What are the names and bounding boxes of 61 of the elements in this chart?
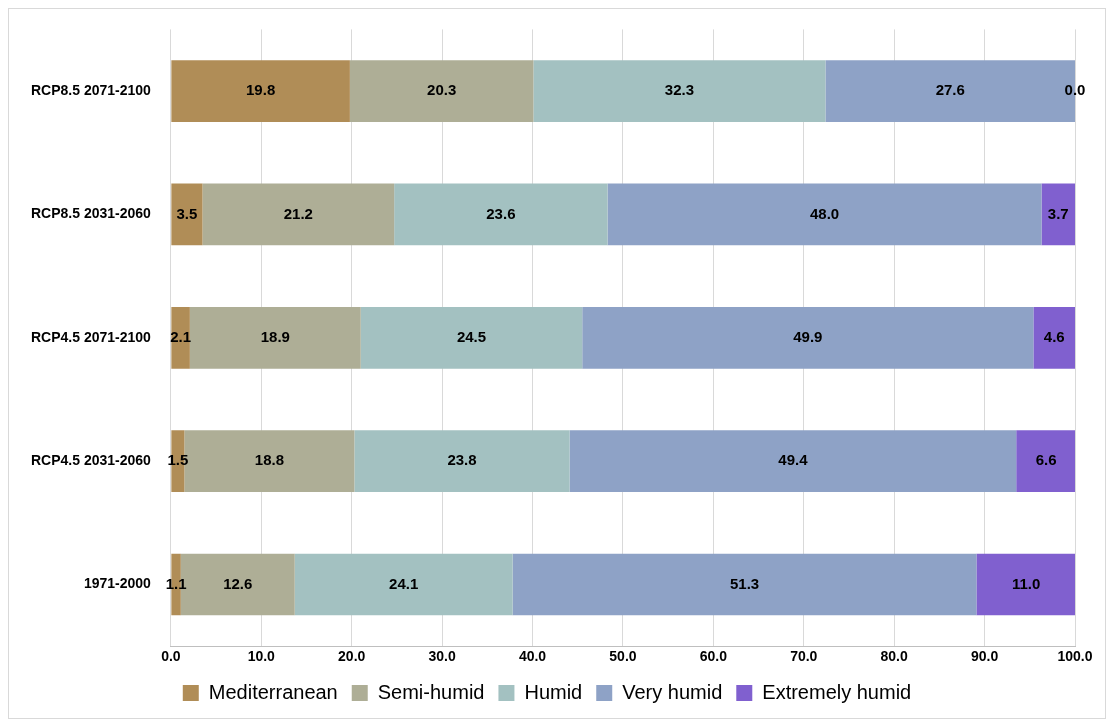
data-label: 4.6	[1043, 327, 1065, 345]
data-label: 51.3	[729, 574, 760, 592]
data-label: 21.2	[283, 204, 313, 222]
x-tick-label: 90.0	[970, 648, 999, 665]
data-label: 23.6	[486, 204, 516, 222]
bar	[394, 183, 608, 246]
legend-label: Humid	[524, 680, 583, 703]
bar	[171, 183, 203, 246]
data-label: 19.8	[246, 81, 276, 99]
data-label: 0.0	[1064, 81, 1086, 99]
y-tick-label: RCP8.5 2071-2100	[30, 81, 152, 98]
x-tick-label: 0.0	[161, 648, 181, 665]
bar	[202, 183, 395, 246]
x-tick-label: 100.0	[1057, 648, 1093, 665]
legend-label: Mediterranean	[208, 680, 338, 703]
y-tick-label: RCP4.5 2031-2060	[30, 452, 152, 469]
bar	[171, 60, 350, 122]
bar	[512, 553, 977, 616]
data-label: 20.3	[427, 81, 457, 99]
data-label: 24.1	[389, 574, 419, 592]
bar	[976, 553, 1075, 616]
bar	[582, 306, 1034, 369]
x-tick-label: 30.0	[428, 648, 456, 665]
data-label: 27.6	[935, 81, 965, 99]
data-label: 23.8	[447, 451, 477, 469]
data-label: 18.8	[254, 451, 285, 469]
data-label: 49.9	[793, 327, 823, 345]
x-tick-label: 60.0	[699, 648, 728, 665]
data-label: 3.7	[1047, 204, 1069, 222]
bar	[360, 306, 583, 369]
data-label: 6.6	[1035, 451, 1057, 469]
data-label: 3.5	[176, 204, 198, 222]
x-tick-label: 10.0	[247, 648, 276, 665]
x-tick-label: 80.0	[880, 648, 909, 665]
y-tick-label: RCP8.5 2031-2060	[30, 205, 152, 222]
bar	[1041, 183, 1075, 246]
bar	[533, 60, 826, 122]
data-label: 49.4	[778, 451, 809, 469]
data-label: 48.0	[809, 204, 840, 222]
x-tick-label: 70.0	[790, 648, 818, 665]
bar	[354, 430, 570, 492]
legend-label: Extremely humid	[762, 680, 912, 703]
legend-label: Semi-humid	[377, 680, 485, 703]
x-tick-label: 50.0	[609, 648, 637, 665]
bar	[1016, 430, 1075, 492]
bar	[569, 430, 1017, 492]
bar	[1033, 306, 1075, 369]
bar	[189, 306, 361, 369]
data-label: 18.9	[260, 327, 290, 345]
y-tick-label: RCP4.5 2071-2100	[30, 328, 152, 345]
data-label: 24.5	[456, 327, 487, 345]
data-label: 11.0	[1011, 574, 1041, 592]
x-tick-label: 20.0	[338, 648, 366, 665]
legend-label: Very humid	[622, 680, 723, 703]
y-tick-label: 1971-2000	[83, 575, 152, 592]
bar	[294, 553, 513, 616]
bar	[349, 60, 534, 122]
data-label: 12.6	[223, 574, 253, 592]
data-label: 32.3	[664, 81, 695, 99]
x-tick-label: 40.0	[518, 648, 547, 665]
bar	[607, 183, 1042, 246]
